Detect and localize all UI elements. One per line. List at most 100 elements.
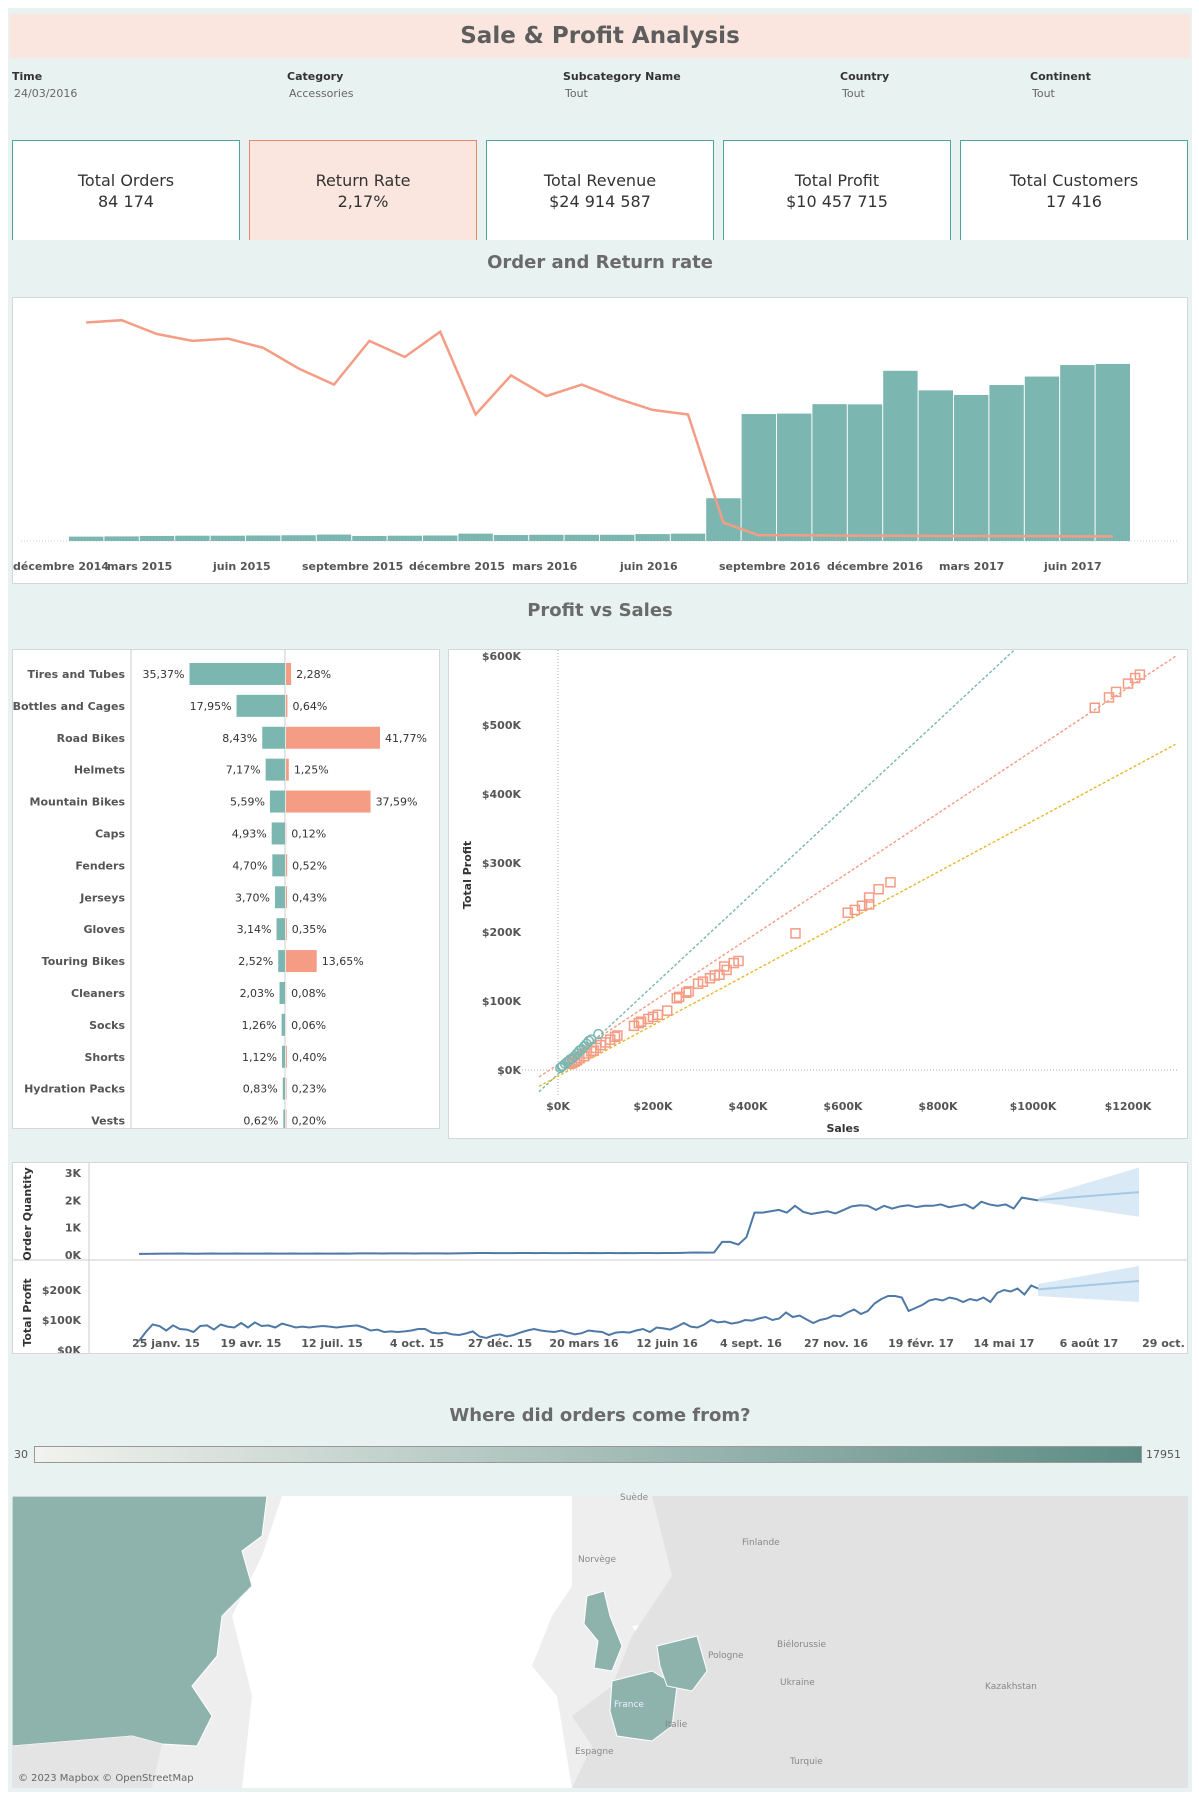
y-axis-title: Total Profit xyxy=(461,841,474,909)
category-label: Jerseys xyxy=(79,891,125,904)
x-tick-label: 4 oct. 15 xyxy=(390,1337,444,1350)
kpi-total-revenue: Total Revenue $24 914 587 xyxy=(486,140,714,240)
scatter-point-square xyxy=(856,900,868,912)
order-bar xyxy=(635,534,670,541)
x-tick-label: 27 nov. 16 xyxy=(804,1337,868,1350)
y-tick-label: 2K xyxy=(65,1194,82,1207)
return-share-label: 1,25% xyxy=(294,764,329,777)
order-bar xyxy=(104,536,139,541)
return-share-label: 0,64% xyxy=(292,700,327,713)
filter-category[interactable]: Category Accessories xyxy=(287,70,353,100)
scatter-point-square xyxy=(697,976,709,987)
order-share-label: 0,83% xyxy=(243,1083,278,1096)
order-share-bar xyxy=(236,694,285,717)
order-bar xyxy=(210,535,245,541)
order-bar xyxy=(529,534,564,541)
kpi-value: 17 416 xyxy=(1046,191,1102,211)
order-share-bar xyxy=(271,822,285,845)
filter-country[interactable]: Country Tout xyxy=(840,70,889,100)
x-axis-title: Sales xyxy=(826,1122,860,1135)
order-share-bar xyxy=(189,662,285,685)
kpi-value: $24 914 587 xyxy=(549,191,651,211)
forecast-band xyxy=(1038,1266,1139,1302)
legend-max: 17951 xyxy=(1146,1448,1181,1461)
y-tick-label: $500K xyxy=(482,719,522,732)
profit-sales-scatter: $0K $100K $200K $300K $400K $500K $600K $0K $200… xyxy=(448,649,1188,1139)
scatter-point-circle xyxy=(593,1028,604,1040)
filter-value[interactable]: 24/03/2016 xyxy=(14,87,78,100)
order-bar xyxy=(316,534,352,541)
kpi-total-profit: Total Profit $10 457 715 xyxy=(723,140,951,240)
filter-value[interactable]: Tout xyxy=(565,87,588,100)
y-tick-label: 3K xyxy=(65,1167,82,1180)
order-bar xyxy=(139,535,175,541)
return-share-label: 0,12% xyxy=(291,827,326,840)
category-label: Shorts xyxy=(84,1051,125,1064)
order-share-label: 7,17% xyxy=(226,764,261,777)
y-tick-label: $300K xyxy=(482,857,522,870)
x-tick-label: $400K xyxy=(728,1100,768,1113)
order-share-bar xyxy=(275,886,285,909)
filter-value[interactable]: Tout xyxy=(1032,87,1055,100)
map-label-espagne: Espagne xyxy=(575,1747,614,1757)
order-bar xyxy=(918,390,953,541)
color-legend-bar xyxy=(34,1446,1142,1463)
x-tick-label: 19 févr. 17 xyxy=(888,1337,954,1350)
section-title-map: Where did orders come from? xyxy=(449,1405,751,1426)
scatter-point-square xyxy=(635,1016,647,1027)
scatter-point-square xyxy=(1134,669,1146,680)
orders-map[interactable] xyxy=(12,1496,1188,1788)
map-attribution: © 2023 Mapbox © OpenStreetMap xyxy=(18,1773,194,1784)
order-share-bar xyxy=(279,981,285,1004)
order-bar xyxy=(670,533,706,541)
filter-continent[interactable]: Continent Tout xyxy=(1030,70,1091,100)
x-tick-label: 20 mars 16 xyxy=(549,1337,618,1350)
category-label: Gloves xyxy=(83,923,125,936)
order-share-label: 5,59% xyxy=(230,796,265,809)
x-tick-label: juin 2017 xyxy=(1043,560,1102,573)
category-label: Tires and Tubes xyxy=(27,668,125,681)
order-share-bar xyxy=(265,758,285,781)
filter-value[interactable]: Accessories xyxy=(289,87,354,100)
scatter-point-square xyxy=(733,955,744,967)
return-share-bar xyxy=(286,726,380,749)
order-bar xyxy=(493,535,529,541)
x-tick-label: décembre 2015 xyxy=(409,560,505,573)
x-tick-label: 19 avr. 15 xyxy=(221,1337,282,1350)
y-tick-label: $200K xyxy=(482,926,522,939)
filter-value[interactable]: Tout xyxy=(842,87,865,100)
order-bar xyxy=(564,534,599,541)
timeseries-chart: 0K 1K 2K 3K Order Quantity $0K $100K $200K Total… xyxy=(12,1162,1188,1354)
filter-subcategory[interactable]: Subcategory Name Tout xyxy=(563,70,681,100)
order-bar xyxy=(387,535,422,541)
scatter-point-square xyxy=(671,992,682,1004)
y-tick-label: $100K xyxy=(482,995,522,1008)
legend-min: 30 xyxy=(14,1448,28,1461)
return-share-bar xyxy=(286,854,288,877)
order-bar xyxy=(989,385,1024,541)
trend-line xyxy=(538,650,1016,1093)
map-label-bielorussie: Biélorussie xyxy=(777,1640,827,1650)
x-tick-label: 6 août 17 xyxy=(1060,1337,1119,1350)
scatter-point-square xyxy=(885,877,896,888)
order-bar xyxy=(352,535,387,541)
category-label: Road Bikes xyxy=(57,732,126,745)
map-label-turquie: Turquie xyxy=(790,1757,823,1767)
map-label-france: France xyxy=(614,1700,644,1710)
kpi-total-customers: Total Customers 17 416 xyxy=(960,140,1188,240)
kpi-value: 84 174 xyxy=(98,191,154,211)
filter-time[interactable]: Time 24/03/2016 xyxy=(12,70,77,100)
scatter-point-square xyxy=(863,899,875,910)
order-share-bar xyxy=(278,950,285,973)
x-tick-label: septembre 2015 xyxy=(302,560,403,573)
trend-line xyxy=(538,743,1176,1088)
order-share-label: 4,70% xyxy=(232,859,267,872)
y-tick-label: 1K xyxy=(65,1222,82,1235)
order-share-bar xyxy=(281,1045,285,1068)
map-label-pologne: Pologne xyxy=(708,1651,744,1661)
y-tick-label: $0K xyxy=(497,1064,521,1077)
kpi-value: 2,17% xyxy=(337,191,389,211)
order-share-bar xyxy=(282,1077,285,1100)
map-label-italie: Italie xyxy=(665,1720,688,1730)
x-tick-label: mars 2016 xyxy=(512,560,578,573)
